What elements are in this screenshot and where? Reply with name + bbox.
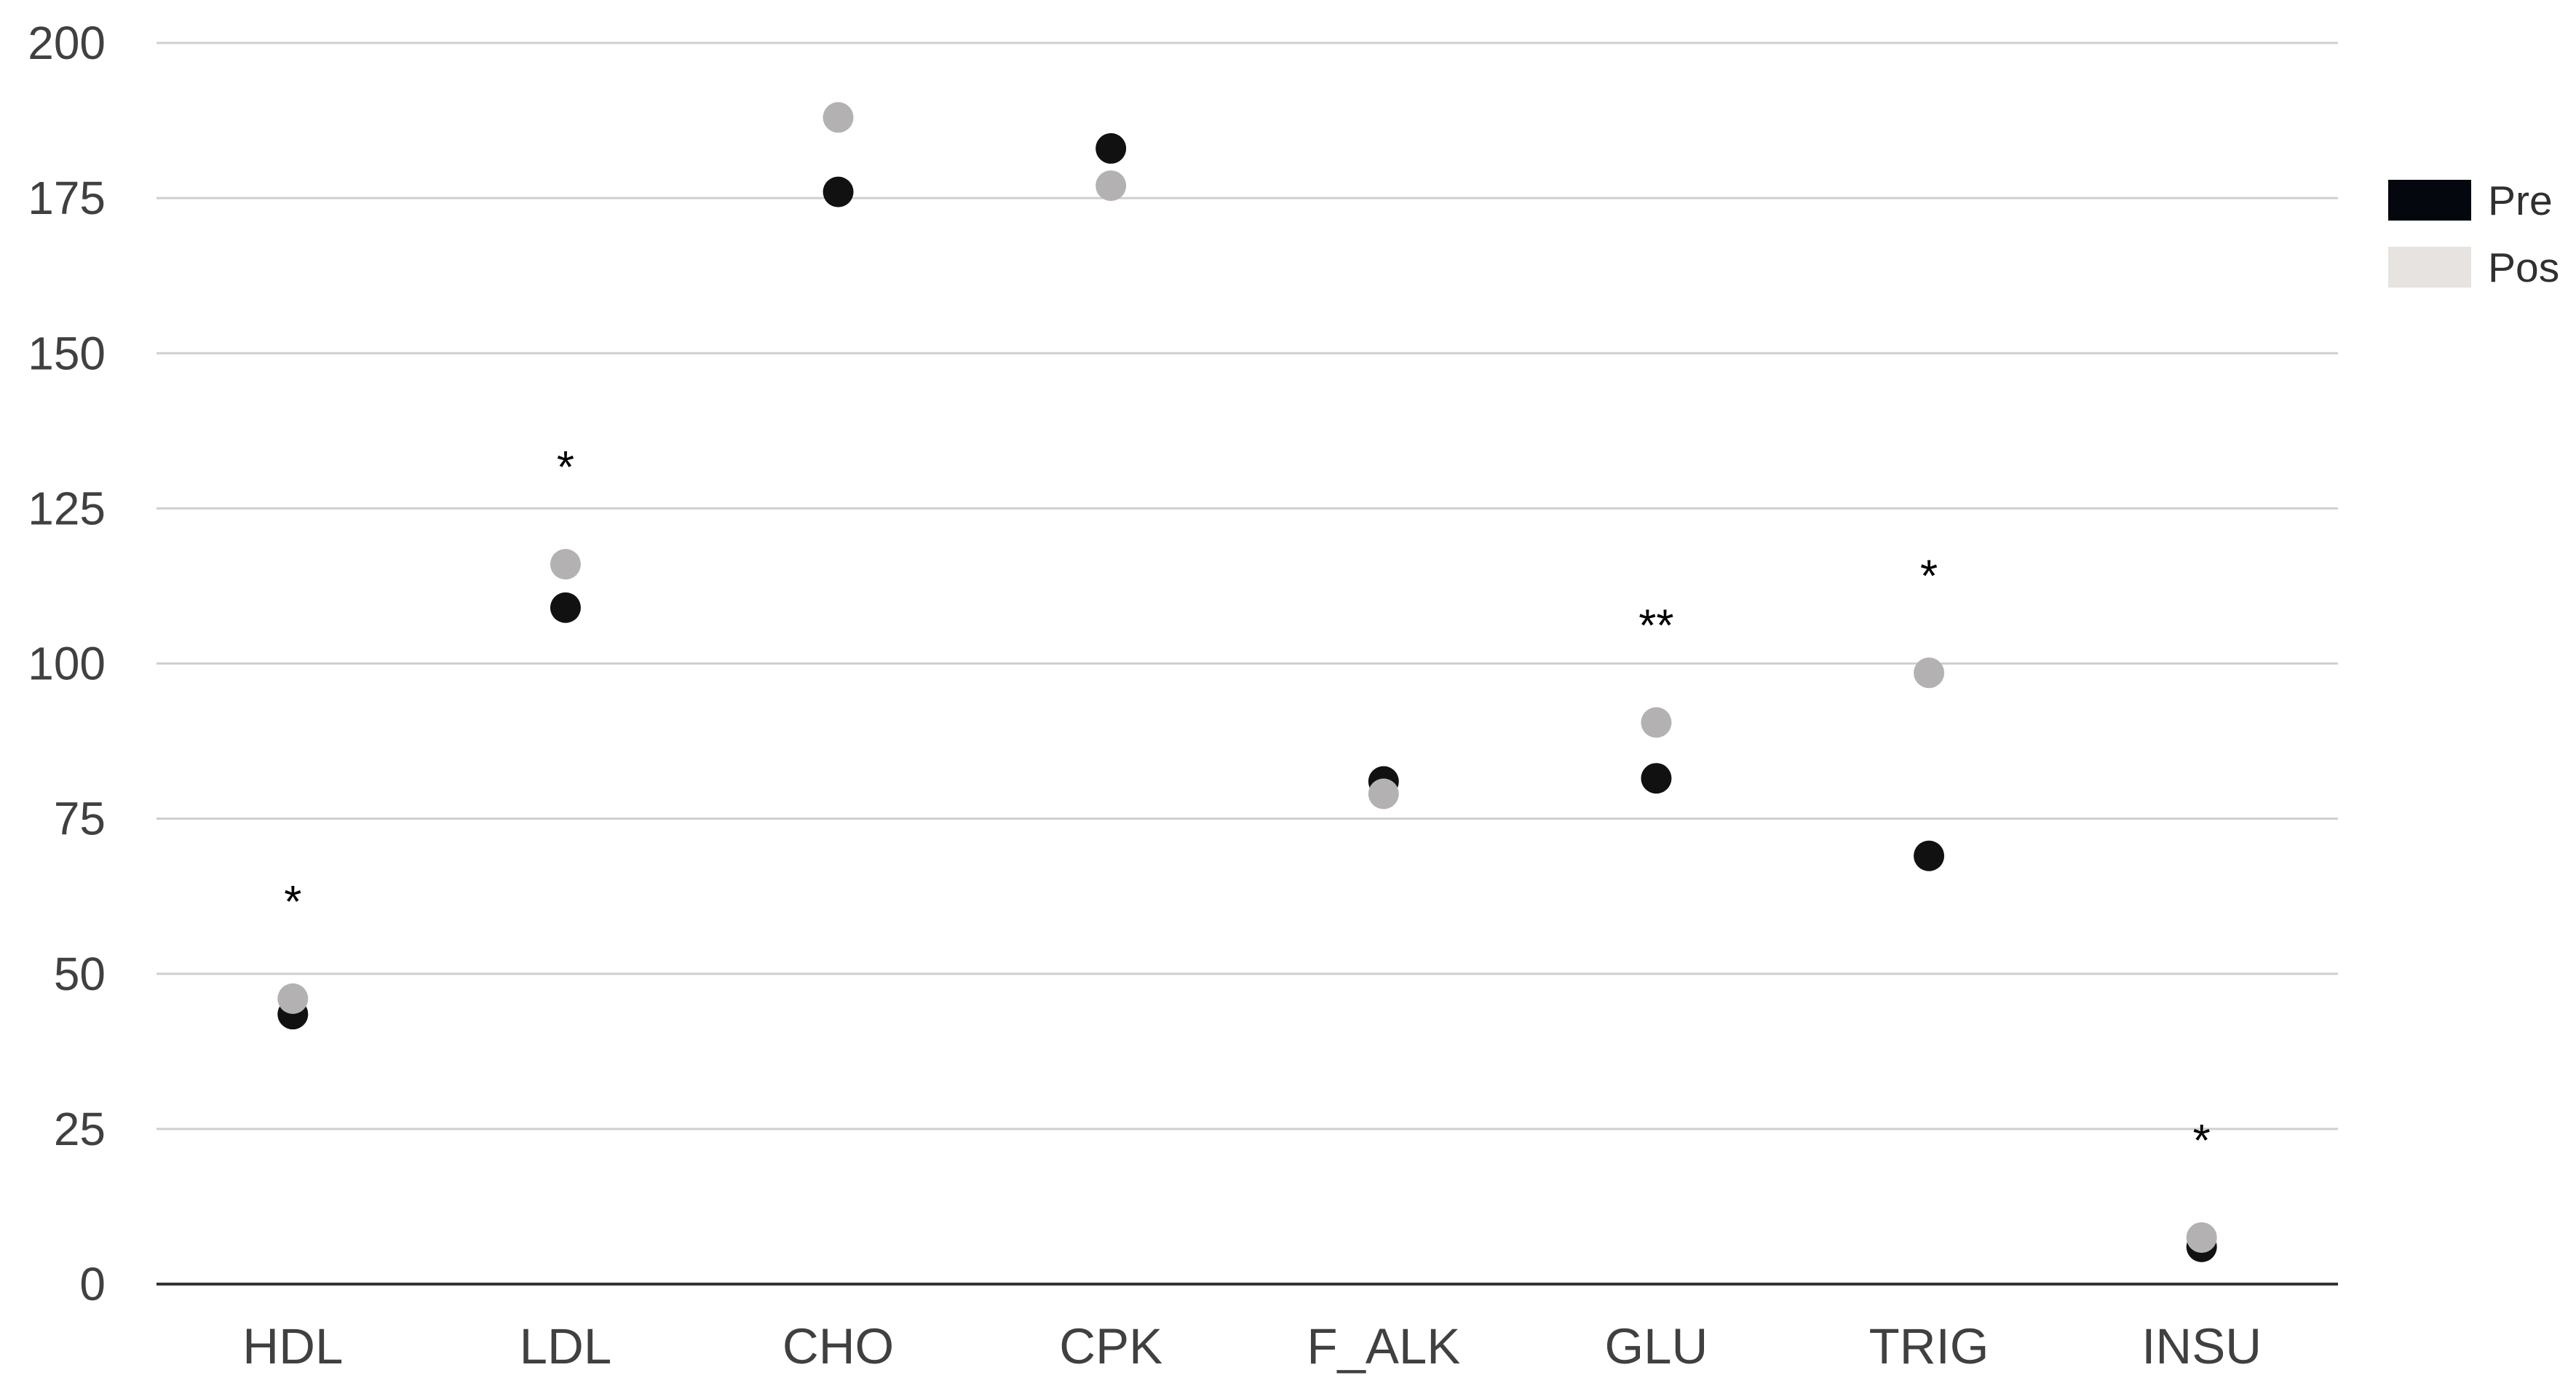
- x-tick-label: INSU: [2141, 1318, 2262, 1374]
- data-point-pre: [550, 592, 581, 623]
- x-tick-label: F_ALK: [1307, 1318, 1460, 1374]
- y-tick-label: 150: [28, 327, 106, 379]
- data-point-pos: [1641, 707, 1672, 738]
- x-tick-label: LDL: [520, 1318, 612, 1374]
- data-point-pos: [1914, 657, 1945, 689]
- significance-marker: **: [1638, 601, 1673, 651]
- data-point-pos: [823, 102, 854, 133]
- data-point-pos: [1368, 778, 1399, 809]
- data-point-pos: [277, 983, 309, 1014]
- significance-markers: ******: [284, 443, 2211, 1166]
- y-tick-label: 200: [28, 17, 106, 69]
- y-tick-label: 75: [54, 793, 106, 845]
- legend: Pre Pos: [2388, 178, 2559, 291]
- significance-marker: *: [557, 443, 574, 493]
- x-axis-labels: HDL LDL CHO CPK F_ALK GLU TRIG INSU: [242, 1318, 2262, 1374]
- legend-label-pos: Pos: [2488, 245, 2559, 291]
- x-tick-label: HDL: [242, 1318, 343, 1374]
- y-tick-label: 175: [28, 172, 106, 224]
- x-tick-label: CPK: [1059, 1318, 1162, 1374]
- y-tick-label: 125: [28, 482, 106, 534]
- y-tick-label: 100: [28, 638, 106, 690]
- legend-swatch-pos: [2388, 247, 2471, 288]
- data-point-pre: [1095, 132, 1127, 164]
- data-point-pre: [823, 176, 854, 207]
- x-tick-label: GLU: [1605, 1318, 1708, 1374]
- x-tick-label: TRIG: [1869, 1318, 1989, 1374]
- significance-marker: *: [1920, 551, 1938, 601]
- data-point-pos: [1095, 170, 1127, 202]
- legend-swatch-pre: [2388, 180, 2471, 221]
- y-tick-label: 25: [54, 1103, 106, 1155]
- data-point-pre: [1914, 840, 1945, 871]
- data-point-pos: [2186, 1222, 2217, 1254]
- legend-label-pre: Pre: [2488, 178, 2553, 224]
- data-point-pos: [550, 549, 581, 580]
- gridlines: [156, 41, 2338, 1286]
- x-tick-label: CHO: [782, 1318, 894, 1374]
- significance-marker: *: [2193, 1116, 2211, 1166]
- data-point-pre: [1641, 763, 1672, 794]
- y-axis-ticks: 0 25 50 75 100 125 150 175 200: [28, 17, 106, 1310]
- significance-marker: *: [284, 877, 301, 927]
- data-points: [277, 102, 2217, 1262]
- y-tick-label: 50: [54, 948, 106, 1000]
- y-tick-label: 0: [79, 1258, 106, 1310]
